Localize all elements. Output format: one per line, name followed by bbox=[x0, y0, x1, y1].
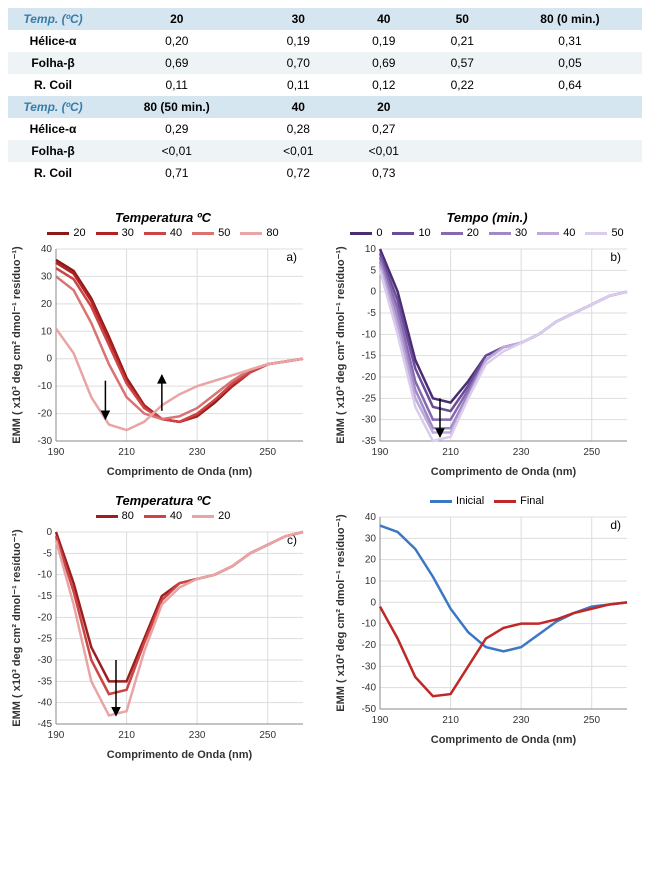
chart-title: Temperatura ºC bbox=[8, 210, 318, 225]
table-row: R. Coil0,710,720,73 bbox=[8, 162, 642, 184]
svg-text:210: 210 bbox=[118, 447, 135, 458]
svg-text:20: 20 bbox=[365, 555, 377, 566]
svg-text:-30: -30 bbox=[362, 661, 377, 672]
svg-text:230: 230 bbox=[513, 447, 530, 458]
chart-legend: 01020304050 bbox=[332, 227, 642, 239]
svg-text:-25: -25 bbox=[362, 393, 377, 404]
chart-title: Tempo (min.) bbox=[332, 210, 642, 225]
svg-text:250: 250 bbox=[583, 447, 600, 458]
svg-text:40: 40 bbox=[365, 512, 377, 523]
svg-text:230: 230 bbox=[513, 715, 530, 726]
svg-text:Comprimento de Onda (nm): Comprimento de Onda (nm) bbox=[431, 734, 577, 746]
svg-text:0: 0 bbox=[46, 354, 52, 365]
svg-text:10: 10 bbox=[365, 244, 377, 255]
svg-text:-40: -40 bbox=[362, 683, 377, 694]
svg-text:250: 250 bbox=[259, 447, 276, 458]
chart-title: Temperatura ºC bbox=[8, 493, 318, 508]
svg-text:-15: -15 bbox=[362, 351, 377, 362]
svg-text:-10: -10 bbox=[38, 570, 53, 581]
chart-legend: 804020 bbox=[8, 510, 318, 522]
table-row: Folha-β<0,01<0,01<0,01 bbox=[8, 140, 642, 162]
table-row: Hélice-α0,200,190,190,210,31 bbox=[8, 30, 642, 52]
svg-text:Comprimento de Onda (nm): Comprimento de Onda (nm) bbox=[107, 466, 253, 478]
svg-text:EMM ( x10³ deg cm² dmol⁻¹ res: EMM ( x10³ deg cm² dmol⁻¹ resíduo⁻¹) bbox=[11, 246, 23, 444]
svg-text:40: 40 bbox=[41, 244, 53, 255]
svg-text:-20: -20 bbox=[38, 612, 53, 623]
svg-text:-35: -35 bbox=[362, 436, 377, 447]
chart-svg: -35 -30 -25 -20 -15 -10 -5 0 5 10 190 210 230 250 Comp… bbox=[332, 241, 637, 481]
table-row: Folha-β0,690,700,690,570,05 bbox=[8, 52, 642, 74]
svg-text:c): c) bbox=[287, 533, 297, 547]
svg-text:20: 20 bbox=[41, 299, 53, 310]
data-table: Temp. (ºC) 20 30 40 50 80 (0 min.) Hélic… bbox=[8, 8, 642, 184]
chart-legend: 2030405080 bbox=[8, 227, 318, 239]
header-label: Temp. (ºC) bbox=[8, 8, 98, 30]
svg-text:210: 210 bbox=[118, 730, 135, 741]
svg-text:-40: -40 bbox=[38, 698, 53, 709]
svg-text:-45: -45 bbox=[38, 719, 53, 730]
svg-text:250: 250 bbox=[583, 715, 600, 726]
svg-text:190: 190 bbox=[48, 447, 65, 458]
chart-a: Temperatura ºC 2030405080 -30 -20 -10 0 10 20… bbox=[8, 210, 318, 481]
chart-d: InicialFinal -50 -40 -30 -20 -10 0 10 20 30 40 190… bbox=[332, 493, 642, 764]
svg-text:a): a) bbox=[286, 250, 297, 264]
svg-text:b): b) bbox=[610, 250, 621, 264]
svg-text:0: 0 bbox=[370, 287, 376, 298]
chart-svg: -45 -40 -35 -30 -25 -20 -15 -10 -5 0 190 210 230 250 C… bbox=[8, 524, 313, 764]
svg-text:30: 30 bbox=[365, 533, 377, 544]
svg-text:EMM ( x10³ deg cm² dmol⁻¹ res: EMM ( x10³ deg cm² dmol⁻¹ resíduo⁻¹) bbox=[335, 514, 347, 712]
svg-text:230: 230 bbox=[189, 730, 206, 741]
svg-text:-20: -20 bbox=[362, 640, 377, 651]
svg-text:-20: -20 bbox=[362, 372, 377, 383]
svg-text:-15: -15 bbox=[38, 591, 53, 602]
chart-c: Temperatura ºC 804020 -45 -40 -35 -30 -25 -20… bbox=[8, 493, 318, 764]
svg-text:190: 190 bbox=[372, 715, 389, 726]
charts-grid: Temperatura ºC 2030405080 -30-20-1001020… bbox=[8, 210, 642, 764]
svg-text:d): d) bbox=[610, 518, 621, 532]
svg-text:-10: -10 bbox=[362, 329, 377, 340]
table-header-1: Temp. (ºC) 20 30 40 50 80 (0 min.) bbox=[8, 8, 642, 30]
svg-text:-30: -30 bbox=[38, 655, 53, 666]
chart-b: Tempo (min.) 01020304050 -35 -30 -25 -20 -15… bbox=[332, 210, 642, 481]
svg-text:5: 5 bbox=[370, 265, 376, 276]
svg-text:-10: -10 bbox=[362, 619, 377, 630]
chart-svg: -30 -20 -10 0 10 20 30 40 190 210 230 250 Compriment… bbox=[8, 241, 313, 481]
svg-text:250: 250 bbox=[259, 730, 276, 741]
svg-text:210: 210 bbox=[442, 447, 459, 458]
svg-text:210: 210 bbox=[442, 715, 459, 726]
svg-text:-20: -20 bbox=[38, 409, 53, 420]
svg-text:10: 10 bbox=[365, 576, 377, 587]
svg-text:-25: -25 bbox=[38, 634, 53, 645]
svg-text:Comprimento de Onda (nm): Comprimento de Onda (nm) bbox=[107, 749, 253, 761]
svg-text:Comprimento de Onda (nm): Comprimento de Onda (nm) bbox=[431, 466, 577, 478]
chart-svg: -50 -40 -30 -20 -10 0 10 20 30 40 190 210 230 250 Comp… bbox=[332, 509, 637, 749]
svg-text:0: 0 bbox=[46, 527, 52, 538]
table-header-2: Temp. (ºC) 80 (50 min.) 40 20 bbox=[8, 96, 642, 118]
table-row: R. Coil0,110,110,120,220,64 bbox=[8, 74, 642, 96]
svg-text:30: 30 bbox=[41, 271, 53, 282]
svg-text:-30: -30 bbox=[38, 436, 53, 447]
svg-text:-5: -5 bbox=[43, 548, 52, 559]
svg-text:0: 0 bbox=[370, 597, 376, 608]
svg-text:-30: -30 bbox=[362, 415, 377, 426]
svg-text:190: 190 bbox=[48, 730, 65, 741]
svg-text:-10: -10 bbox=[38, 381, 53, 392]
chart-legend: InicialFinal bbox=[332, 495, 642, 507]
svg-text:230: 230 bbox=[189, 447, 206, 458]
svg-text:-35: -35 bbox=[38, 676, 53, 687]
svg-text:EMM ( x10³ deg cm² dmol⁻¹ res: EMM ( x10³ deg cm² dmol⁻¹ resíduo⁻¹) bbox=[11, 529, 23, 727]
svg-text:EMM ( x10³ deg cm² dmol⁻¹ res: EMM ( x10³ deg cm² dmol⁻¹ resíduo⁻¹) bbox=[335, 246, 347, 444]
svg-text:-50: -50 bbox=[362, 704, 377, 715]
svg-text:-5: -5 bbox=[367, 308, 376, 319]
svg-text:10: 10 bbox=[41, 326, 53, 337]
table-row: Hélice-α0,290,280,27 bbox=[8, 118, 642, 140]
svg-text:190: 190 bbox=[372, 447, 389, 458]
